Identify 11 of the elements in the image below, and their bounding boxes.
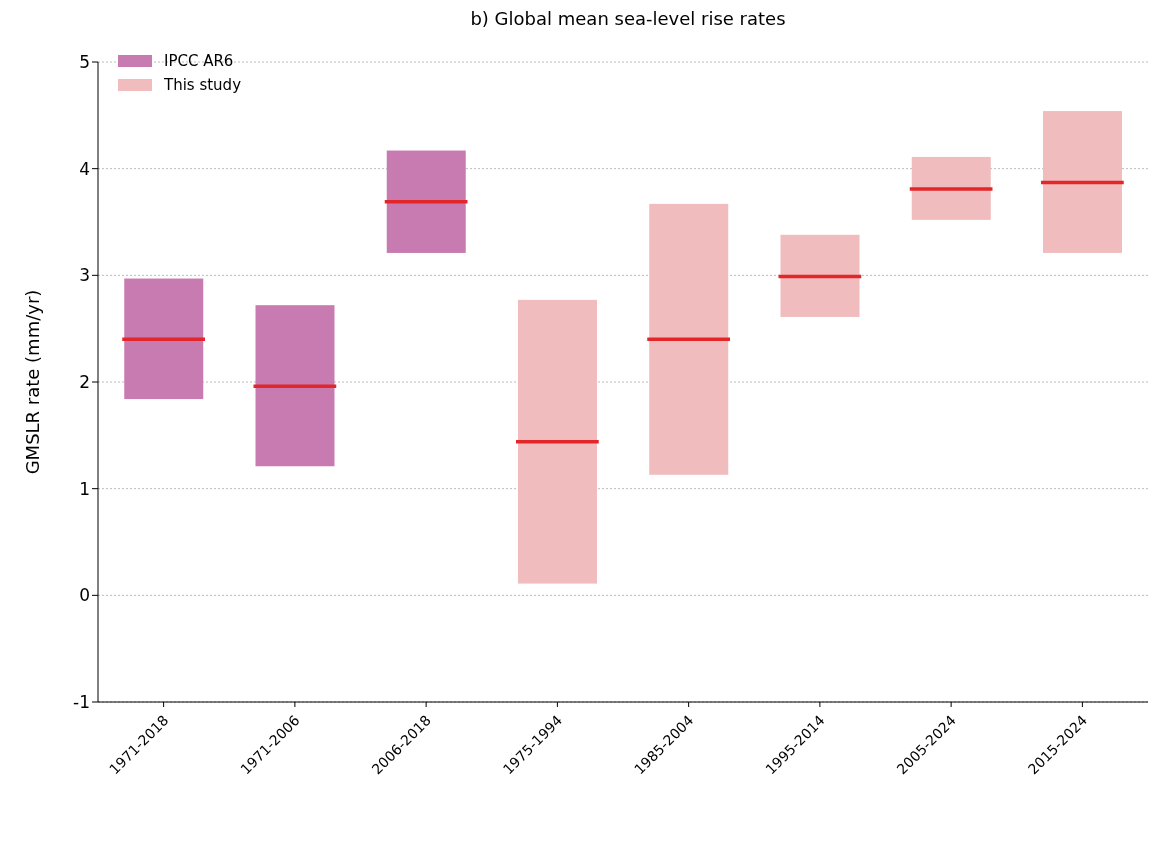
- y-tick-label: 3: [79, 265, 90, 286]
- y-tick-label: 1: [79, 478, 90, 499]
- y-tick-label: 2: [79, 372, 90, 393]
- y-tick-label: 5: [79, 52, 90, 73]
- legend-label: This study: [164, 76, 242, 94]
- legend-label: IPCC AR6: [164, 52, 234, 70]
- y-axis-title: GMSLR rate (mm/yr): [22, 289, 44, 475]
- y-tick-label: 4: [79, 158, 90, 179]
- y-tick-label: -1: [73, 692, 90, 713]
- chart-title: b) Global mean sea-level rise rates: [469, 8, 787, 31]
- y-tick-label: 0: [79, 585, 90, 606]
